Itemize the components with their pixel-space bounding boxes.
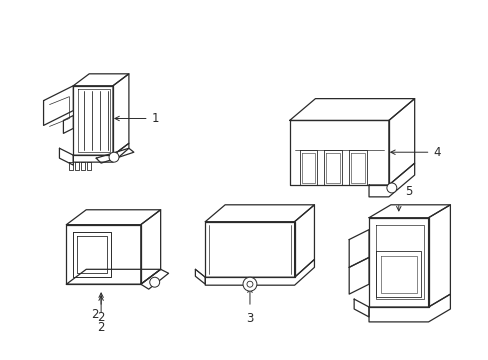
Polygon shape [75, 162, 79, 170]
Polygon shape [289, 121, 388, 185]
Polygon shape [388, 99, 414, 185]
Polygon shape [195, 269, 205, 284]
Polygon shape [73, 143, 129, 162]
Polygon shape [141, 210, 161, 284]
Polygon shape [81, 162, 85, 170]
Circle shape [109, 152, 119, 162]
Polygon shape [299, 150, 317, 185]
Circle shape [149, 277, 160, 287]
Polygon shape [66, 225, 141, 284]
Polygon shape [73, 86, 113, 155]
Text: 1: 1 [151, 112, 159, 125]
Polygon shape [205, 260, 314, 285]
Polygon shape [205, 222, 294, 277]
Polygon shape [368, 163, 414, 197]
Polygon shape [368, 205, 449, 218]
Polygon shape [368, 294, 449, 322]
Polygon shape [368, 218, 427, 307]
Polygon shape [289, 99, 414, 121]
Polygon shape [353, 299, 368, 317]
Polygon shape [69, 162, 73, 170]
Text: 5: 5 [404, 185, 411, 198]
Polygon shape [205, 205, 314, 222]
Polygon shape [375, 251, 420, 297]
Polygon shape [60, 148, 73, 165]
Text: 2: 2 [97, 321, 104, 334]
Polygon shape [73, 74, 129, 86]
Polygon shape [96, 148, 134, 163]
Polygon shape [427, 205, 449, 307]
Text: 2: 2 [90, 309, 98, 321]
Polygon shape [324, 150, 342, 185]
Text: 2: 2 [97, 311, 104, 324]
Polygon shape [66, 269, 161, 284]
Polygon shape [87, 162, 91, 170]
Polygon shape [113, 74, 129, 155]
Circle shape [243, 277, 256, 291]
Polygon shape [63, 116, 73, 133]
Text: 4: 4 [433, 146, 440, 159]
Polygon shape [294, 205, 314, 277]
Polygon shape [348, 230, 368, 267]
Circle shape [246, 281, 252, 287]
Polygon shape [141, 269, 168, 289]
Polygon shape [348, 257, 368, 294]
Polygon shape [73, 231, 111, 277]
Circle shape [386, 183, 396, 193]
Text: 3: 3 [246, 312, 253, 325]
Polygon shape [66, 210, 161, 225]
Polygon shape [43, 86, 73, 125]
Polygon shape [348, 150, 366, 185]
